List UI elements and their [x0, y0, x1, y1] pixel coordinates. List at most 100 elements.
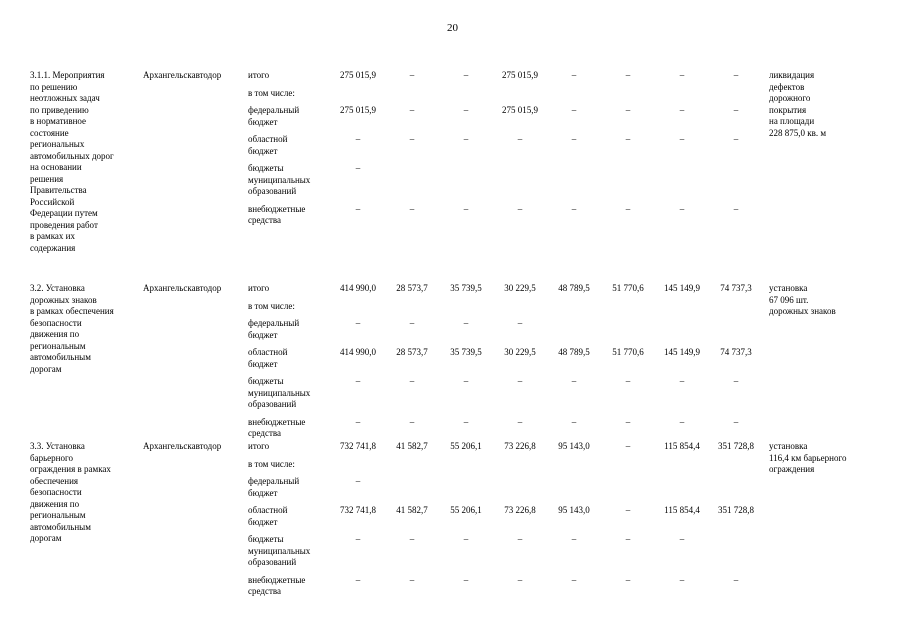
budget-line-label: областной бюджет	[248, 134, 288, 156]
budget-lines: итого 275 015,9 – – 275 015,9 – – – – в том числе…	[248, 70, 763, 233]
value-cell: –	[679, 70, 685, 80]
value-cell: –	[355, 416, 361, 427]
value-cell: –	[409, 534, 415, 544]
budget-line-label: в том числе:	[248, 458, 295, 469]
value-cell: 41 582,7	[396, 441, 428, 451]
value-cell: –	[355, 376, 361, 386]
value-cell: –	[355, 574, 361, 585]
budget-line-label: внебюджетные средства	[248, 574, 306, 597]
budget-line-label: областной бюджет	[248, 347, 288, 369]
budget-line-label: итого	[248, 283, 270, 293]
value-cell: 275 015,9	[502, 105, 538, 115]
value-cell: –	[463, 203, 469, 214]
budget-line: областной бюджет – – – – – – – –	[248, 134, 763, 157]
value-cell: 35 739,5	[450, 283, 482, 293]
budget-line: бюджеты муниципальных образований – – – – – – –	[248, 534, 763, 569]
row-description: 3.1.1. Мероприятия по решению неотложных…	[30, 70, 114, 253]
row-executor: Архангельскавтодор	[143, 283, 222, 293]
value-cell: –	[625, 376, 631, 386]
value-cell: –	[517, 203, 523, 214]
value-cell: –	[409, 376, 415, 386]
value-cell: 74 737,3	[720, 283, 752, 293]
row-description: 3.2. Установка дорожных знаков в рамках …	[30, 283, 114, 374]
value-cell: –	[625, 534, 631, 544]
value-cell: 275 015,9	[340, 70, 376, 80]
value-cell: –	[571, 70, 577, 80]
value-cell: 414 990,0	[340, 347, 376, 357]
value-cell: –	[625, 505, 631, 515]
value-cell: 95 143,0	[558, 505, 590, 515]
value-cell: –	[733, 376, 739, 386]
value-cell: 55 206,1	[450, 505, 482, 515]
value-cell: –	[409, 70, 415, 80]
value-cell: –	[571, 534, 577, 544]
value-cell: 145 149,9	[664, 283, 700, 293]
value-cell: –	[463, 376, 469, 386]
value-cell: –	[571, 203, 577, 214]
value-cell: –	[517, 376, 523, 386]
budget-line: федеральный бюджет 275 015,9 – – 275 015,9 – –…	[248, 105, 763, 128]
value-cell: –	[571, 105, 577, 115]
value-cell: –	[733, 105, 739, 115]
budget-line-label: федеральный бюджет	[248, 105, 300, 127]
value-cell: –	[355, 476, 361, 486]
value-cell: –	[463, 134, 469, 144]
value-cell: –	[733, 416, 739, 427]
budget-line: областной бюджет 414 990,0 28 573,7 35 739,…	[248, 347, 763, 370]
value-cell: –	[733, 134, 739, 144]
budget-line: в том числе:	[248, 459, 763, 471]
value-cell: 732 741,8	[340, 441, 376, 451]
budget-line-label: итого	[248, 70, 270, 80]
row-executor: Архангельскавтодор	[143, 70, 222, 80]
budget-line: итого 414 990,0 28 573,7 35 739,5 30 229,5 48…	[248, 283, 763, 295]
row-description: 3.3. Установка барьерного ограждения в р…	[30, 441, 111, 543]
budget-line-label: бюджеты муниципальных образований	[248, 163, 311, 196]
value-cell: –	[571, 574, 577, 585]
budget-line-label: бюджеты муниципальных образований	[248, 534, 311, 567]
table-row: 3.2. Установка дорожных знаков в рамках …	[30, 283, 900, 446]
value-cell: –	[625, 203, 631, 214]
value-cell: 115 854,4	[664, 441, 700, 451]
value-cell: 115 854,4	[664, 505, 700, 515]
budget-line-label: внебюджетные средства	[248, 416, 306, 439]
value-cell: –	[625, 441, 631, 451]
budget-line: в том числе:	[248, 88, 763, 100]
budget-line: бюджеты муниципальных образований –	[248, 163, 763, 198]
value-cell: 28 573,7	[396, 283, 428, 293]
value-cell: –	[409, 318, 415, 328]
budget-line: областной бюджет 732 741,8 41 582,7 55 206,…	[248, 505, 763, 528]
budget-line: внебюджетные средства – – – – – – – –	[248, 204, 763, 227]
value-cell: –	[409, 574, 415, 585]
value-cell: –	[679, 534, 685, 544]
value-cell: 51 770,6	[612, 347, 644, 357]
value-cell: –	[571, 416, 577, 427]
value-cell: –	[409, 134, 415, 144]
budget-line-label: федеральный бюджет	[248, 318, 300, 340]
value-cell: 73 226,8	[504, 441, 536, 451]
value-cell: –	[463, 534, 469, 544]
value-cell: –	[625, 134, 631, 144]
value-cell: 351 728,8	[718, 505, 754, 515]
budget-line: в том числе:	[248, 301, 763, 313]
budget-line-label: федеральный бюджет	[248, 476, 300, 498]
value-cell: –	[733, 70, 739, 80]
budget-line: федеральный бюджет –	[248, 476, 763, 499]
value-cell: –	[517, 134, 523, 144]
value-cell: –	[679, 376, 685, 386]
budget-line-label: в том числе:	[248, 300, 295, 311]
budget-line: бюджеты муниципальных образований – – – – – – –…	[248, 376, 763, 411]
row-executor: Архангельскавтодор	[143, 441, 222, 451]
row-result: установка 116,4 км барьерного ограждения	[769, 441, 847, 474]
budget-line: внебюджетные средства – – – – – – – –	[248, 575, 763, 598]
table-row: 3.3. Установка барьерного ограждения в р…	[30, 441, 900, 604]
value-cell: –	[517, 416, 523, 427]
value-cell: –	[517, 574, 523, 585]
value-cell: –	[679, 105, 685, 115]
budget-line-label: внебюджетные средства	[248, 203, 306, 226]
value-cell: –	[355, 203, 361, 214]
budget-line-label: итого	[248, 441, 270, 451]
value-cell: –	[355, 534, 361, 544]
value-cell: –	[409, 105, 415, 115]
value-cell: –	[679, 203, 685, 214]
